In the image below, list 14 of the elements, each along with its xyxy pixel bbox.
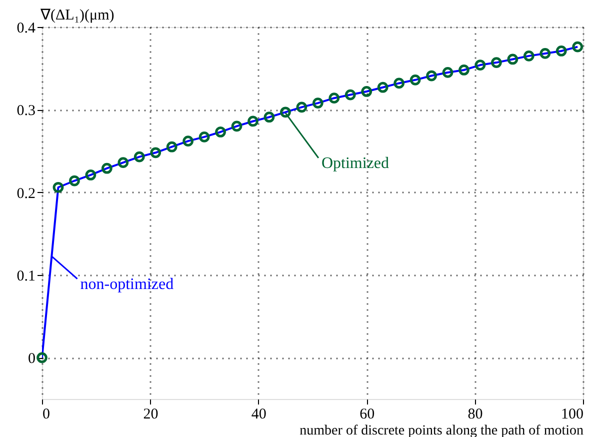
annotation: Optimized [321,154,389,172]
y-tick-label: 0.3 [16,103,36,120]
x-tick-label: 40 [251,406,266,422]
y-axis-title: ∇(ΔL₁)(μm) [40,8,114,24]
x-tick-label: 60 [360,406,375,422]
x-tick-label: 0 [42,406,50,422]
x-tick-label: 20 [143,406,158,422]
y-tick-label: 0 [28,351,36,368]
x-tick-label: 100 [561,406,584,422]
y-tick-label: 0.4 [16,20,36,36]
y-tick-label: 0.1 [16,268,36,284]
annotation: non-optimized [80,276,174,293]
y-tick-label: 0.2 [16,186,36,202]
x-tick-label: 80 [468,406,483,422]
